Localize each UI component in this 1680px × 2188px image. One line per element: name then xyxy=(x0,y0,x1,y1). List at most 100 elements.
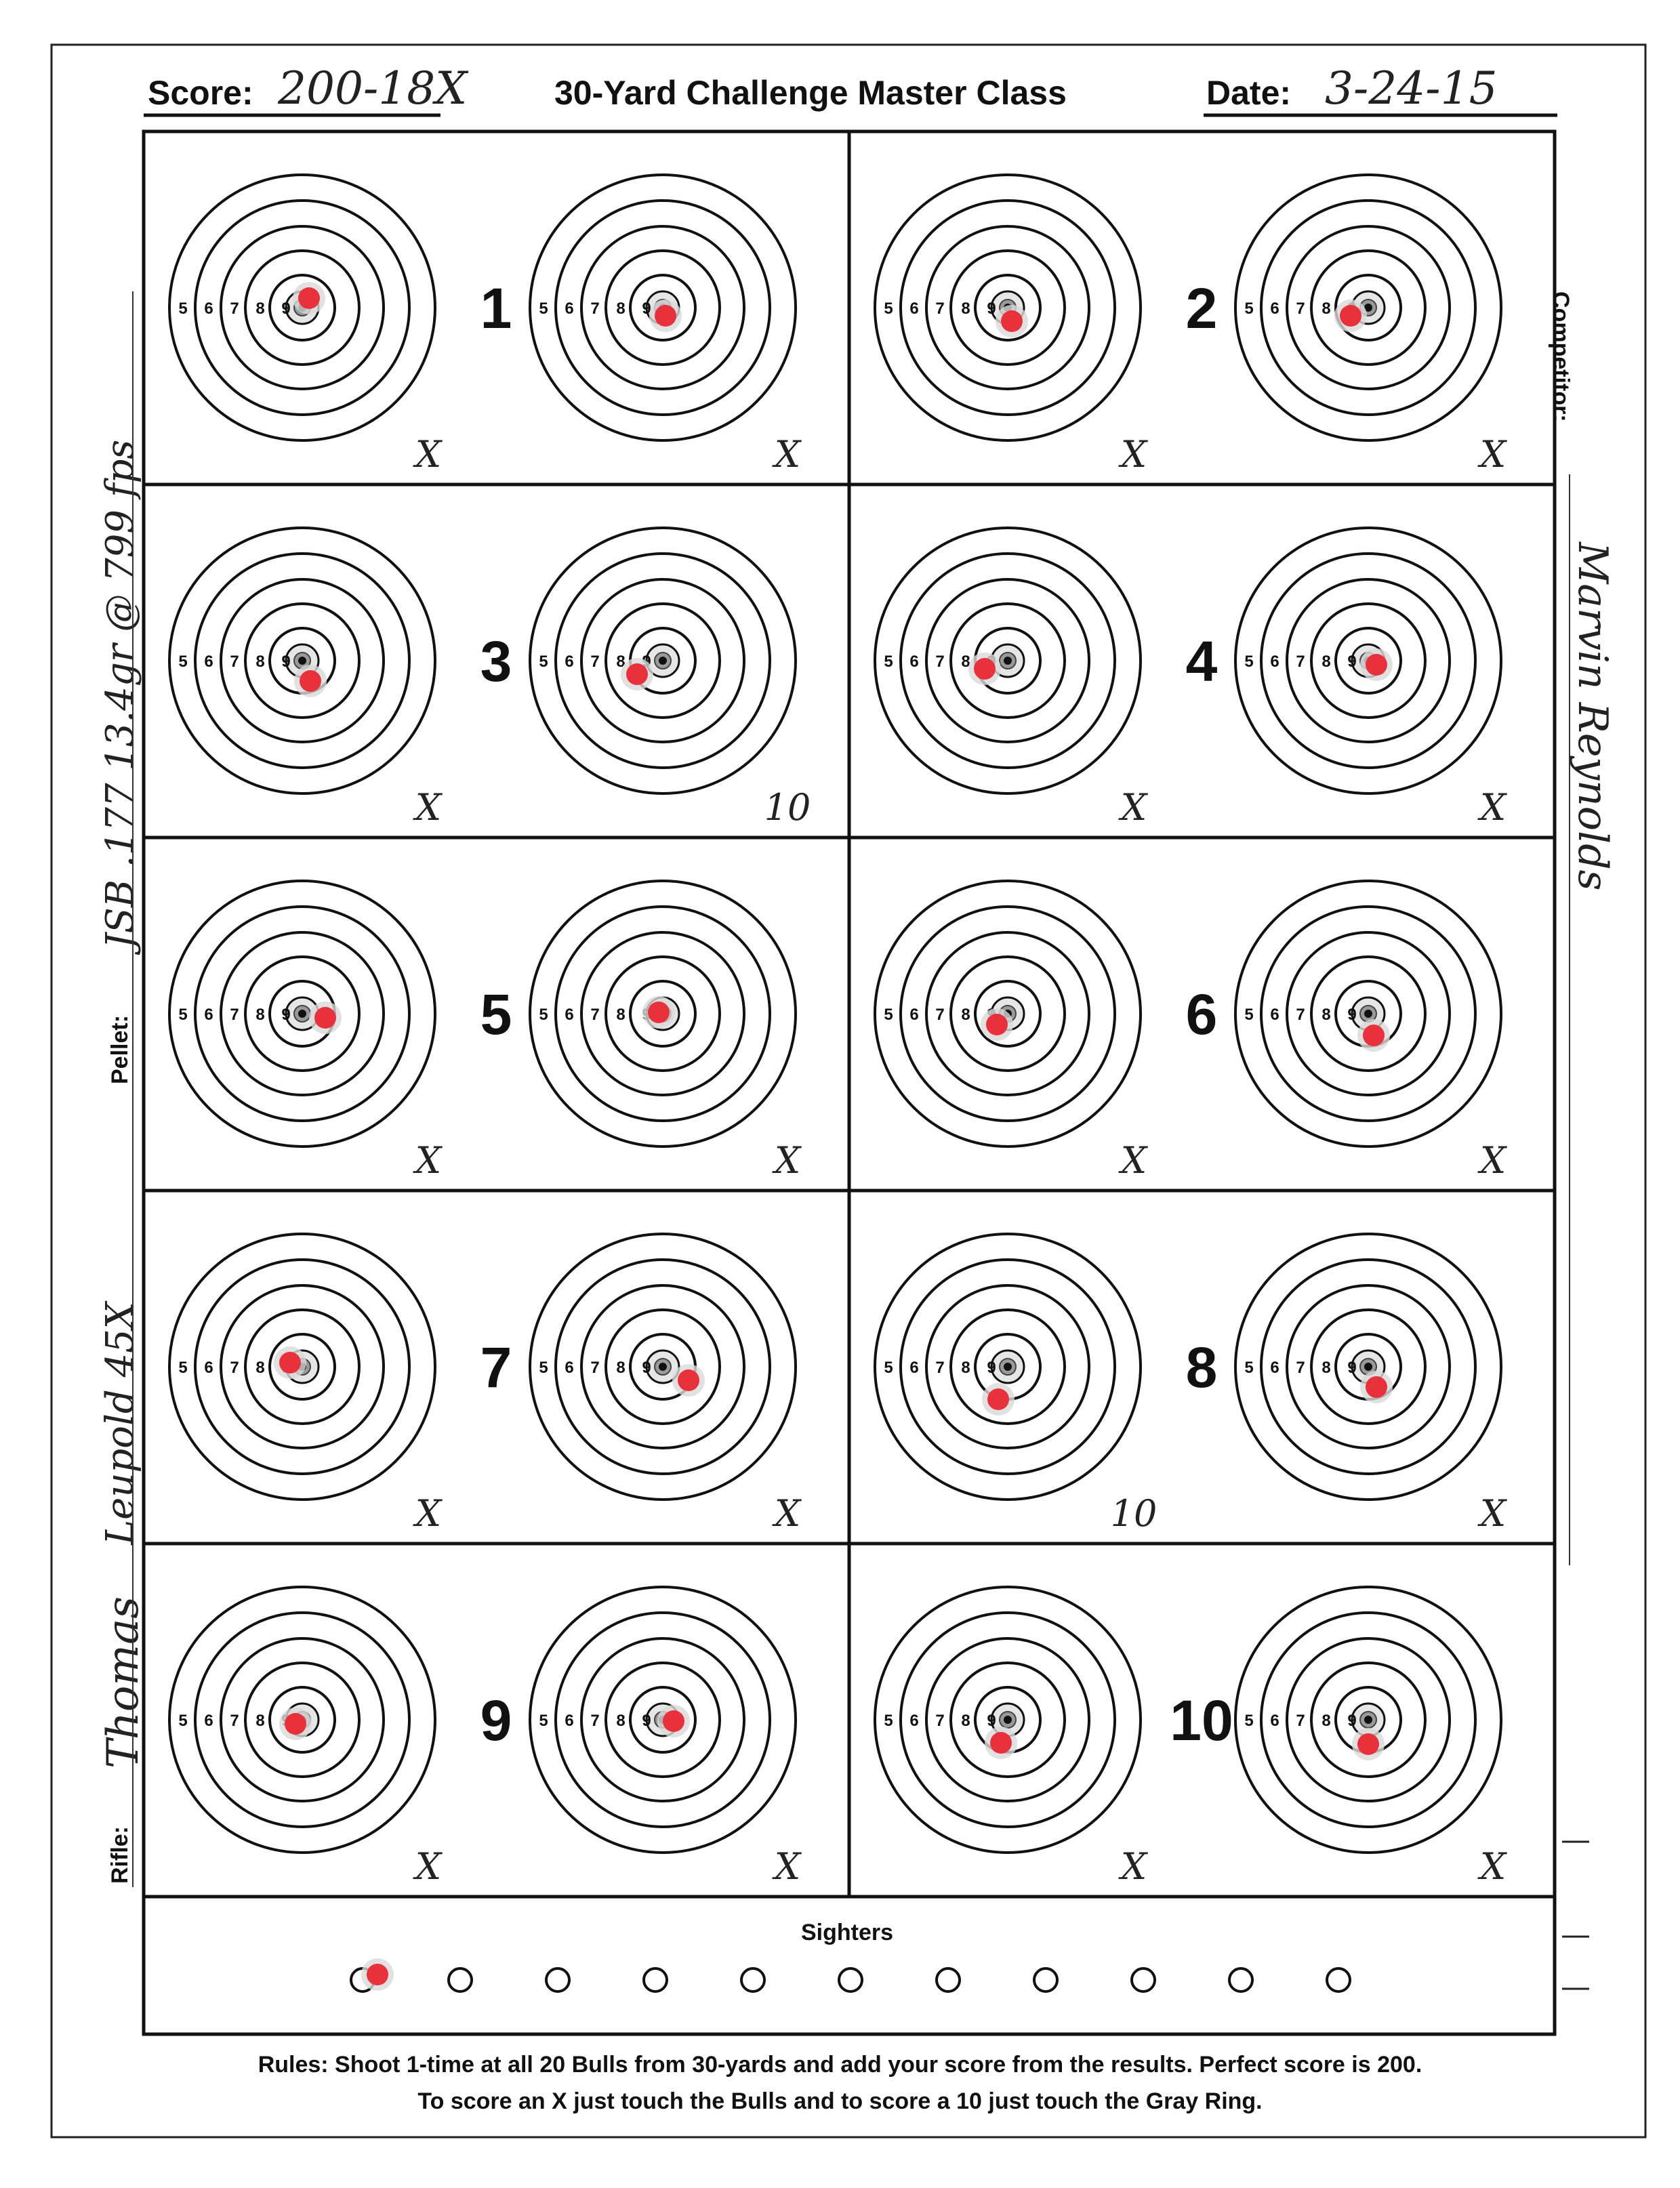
ring-label: 8 xyxy=(1322,1712,1330,1730)
shot-hole xyxy=(279,1352,301,1374)
bull-score: X xyxy=(1477,1139,1508,1182)
target-number: 6 xyxy=(1186,983,1218,1046)
ring-label: 5 xyxy=(539,1006,548,1024)
scoring-ring xyxy=(220,1284,385,1449)
scoring-ring xyxy=(268,1333,336,1401)
sighters-title: Sighters xyxy=(800,1920,894,1945)
ring-label: 5 xyxy=(1244,1006,1253,1024)
scoring-ring xyxy=(874,527,1142,795)
bull-center xyxy=(659,657,667,665)
ring-label: 7 xyxy=(230,300,239,318)
scoring-ring xyxy=(168,1586,436,1854)
shot-hole xyxy=(626,663,648,685)
scoring-ring xyxy=(1260,199,1477,416)
ring-label: 5 xyxy=(884,1712,893,1730)
ring-label: 5 xyxy=(884,1359,893,1377)
page-title: 30-Yard Challenge Master Class xyxy=(554,74,1067,112)
bull-score: X xyxy=(413,786,443,829)
scoring-ring xyxy=(1310,249,1427,366)
scoring-ring xyxy=(194,1258,411,1475)
ring-label: 8 xyxy=(1322,1006,1330,1024)
ring-label: 8 xyxy=(255,653,264,671)
date-label: Date: xyxy=(1206,74,1292,112)
ring-label: 9 xyxy=(642,1359,651,1377)
ring-label: 6 xyxy=(1270,1712,1279,1730)
bull-score: X xyxy=(772,1492,802,1535)
scoring-ring xyxy=(268,1686,336,1754)
scoring-ring xyxy=(629,980,697,1048)
ring-label: 8 xyxy=(616,300,625,318)
target-number: 3 xyxy=(480,629,512,693)
scoring-ring xyxy=(605,602,721,719)
scoring-ring xyxy=(1310,1308,1427,1425)
scoring-ring xyxy=(244,1308,361,1425)
shot-hole xyxy=(655,305,676,327)
ring-label: 8 xyxy=(1322,300,1330,318)
ring-label: 6 xyxy=(1270,1359,1279,1377)
ring-label: 5 xyxy=(178,653,187,671)
scoring-ring xyxy=(925,931,1090,1096)
grid-lines xyxy=(144,131,1555,1899)
bull-center xyxy=(1364,1716,1372,1724)
ring-label: 7 xyxy=(590,1712,599,1730)
bull-score: X xyxy=(413,1492,443,1535)
bull-score: X xyxy=(1118,1139,1149,1182)
bull-center xyxy=(298,657,306,665)
scoring-ring xyxy=(580,1637,745,1802)
scoring-ring xyxy=(220,225,385,390)
ring-label: 9 xyxy=(642,1712,651,1730)
ring-label: 9 xyxy=(281,653,290,671)
shot-hole xyxy=(990,1732,1012,1754)
ring-label: 5 xyxy=(1244,1359,1253,1377)
scoring-ring xyxy=(874,1233,1142,1501)
scoring-ring xyxy=(554,1258,771,1475)
scoring-ring xyxy=(1286,225,1451,390)
scoring-ring xyxy=(925,1637,1090,1802)
ring-label: 6 xyxy=(909,300,918,318)
ring-label: 8 xyxy=(1322,653,1330,671)
shot-hole xyxy=(648,1002,670,1023)
scoring-ring xyxy=(974,980,1042,1048)
ring-label: 5 xyxy=(1244,653,1253,671)
scoring-ring xyxy=(220,1637,385,1802)
scoring-ring xyxy=(168,1233,436,1501)
ring-label: 9 xyxy=(642,300,651,318)
bull-center xyxy=(1364,1010,1372,1018)
scoring-ring xyxy=(899,1611,1116,1828)
scoring-ring xyxy=(874,1586,1142,1854)
bull-center xyxy=(1004,1716,1012,1724)
bull-center xyxy=(298,1010,306,1018)
sighter-bull xyxy=(1326,1967,1351,1993)
shot-hole xyxy=(678,1369,699,1391)
scoring-ring xyxy=(899,552,1116,769)
ring-label: 6 xyxy=(565,300,573,318)
scoring-ring xyxy=(1286,1284,1451,1449)
shot-hole xyxy=(987,1388,1009,1410)
shot-hole xyxy=(300,670,321,692)
scoring-ring xyxy=(949,955,1066,1072)
ring-label: 9 xyxy=(987,300,996,318)
shot-hole xyxy=(1340,305,1361,327)
scoring-ring xyxy=(1310,955,1427,1072)
scoring-ring xyxy=(168,880,436,1148)
ring-label: 5 xyxy=(884,653,893,671)
scoring-ring xyxy=(949,602,1066,719)
sighter-bull xyxy=(935,1967,961,1993)
scoring-ring xyxy=(580,931,745,1096)
sighter-bull xyxy=(447,1967,473,1993)
scoring-ring xyxy=(925,1284,1090,1449)
scoring-ring xyxy=(1234,527,1502,795)
scoring-ring xyxy=(1260,905,1477,1122)
bull-center xyxy=(659,1363,667,1371)
ring-label: 8 xyxy=(255,1712,264,1730)
ring-label: 6 xyxy=(909,653,918,671)
ring-label: 9 xyxy=(1347,1006,1356,1024)
